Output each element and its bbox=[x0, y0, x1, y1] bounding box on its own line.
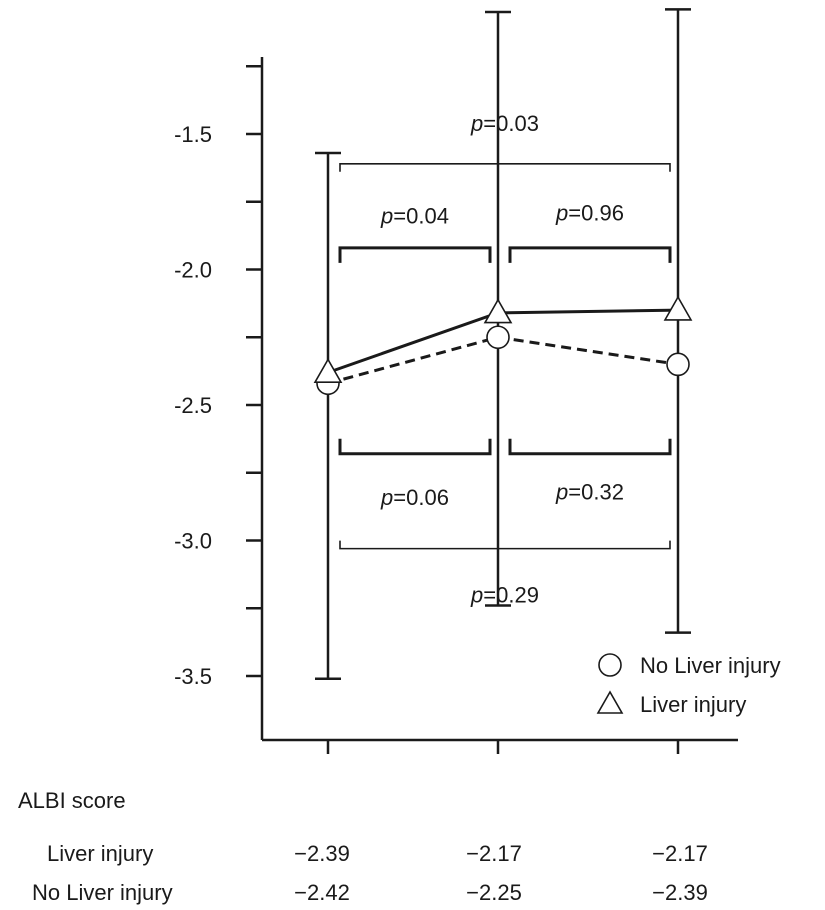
data-point-triangle bbox=[483, 298, 513, 324]
cell-no-liver-injury-6weeks: −2.39 bbox=[652, 880, 708, 905]
comparison-bracket bbox=[339, 540, 671, 550]
y-tick-label: -1.5 bbox=[174, 122, 212, 147]
row-label-liver-injury: Liver injury bbox=[47, 841, 154, 866]
legend: No Liver injury Liver injury bbox=[596, 653, 781, 717]
comparison-bracket bbox=[338, 246, 492, 263]
y-ticks: -1.5 -2.0 -2.5 -3.0 -3.5 bbox=[174, 65, 262, 689]
p-value-label: p=0.04 bbox=[380, 203, 449, 228]
data-point-circle bbox=[666, 352, 690, 377]
cell-liver-injury-3weeks: −2.17 bbox=[466, 841, 522, 866]
series-markers bbox=[313, 295, 693, 396]
row-label-no-liver-injury: No Liver injury bbox=[32, 880, 173, 905]
axes bbox=[260, 57, 738, 742]
comparison-bracket bbox=[338, 438, 492, 456]
y-tick-label: -2.0 bbox=[174, 258, 212, 283]
y-tick-label: -3.5 bbox=[174, 664, 212, 689]
legend-circle-icon bbox=[598, 653, 622, 677]
cell-no-liver-injury-baseline: −2.42 bbox=[294, 880, 350, 905]
y-tick-label: -3.0 bbox=[174, 529, 212, 554]
cell-liver-injury-baseline: −2.39 bbox=[294, 841, 350, 866]
comparison-brackets: p=0.03 p=0.04 p=0.96 p=0.06 p=0.32 p=0.29 bbox=[338, 111, 672, 608]
comparison-bracket bbox=[339, 163, 671, 172]
albi-chart: -1.5 -2.0 -2.5 -3.0 -3.5 baseline3 weeks6wee… bbox=[174, 8, 781, 754]
data-point-circle bbox=[486, 325, 510, 350]
p-value-label: p=0.96 bbox=[555, 201, 624, 226]
legend-triangle-icon bbox=[596, 690, 624, 714]
table-header: ALBI score bbox=[18, 788, 126, 813]
comparison-bracket bbox=[508, 246, 672, 263]
cell-no-liver-injury-3weeks: −2.25 bbox=[466, 880, 522, 905]
p-value-label: p=0.03 bbox=[470, 111, 539, 136]
p-value-label: p=0.32 bbox=[555, 480, 624, 505]
error-bars bbox=[315, 8, 691, 680]
data-point-triangle bbox=[313, 357, 343, 384]
comparison-bracket bbox=[508, 438, 672, 456]
data-point-triangle bbox=[663, 295, 693, 321]
cell-liver-injury-6weeks: −2.17 bbox=[652, 841, 708, 866]
p-value-label: p=0.29 bbox=[470, 583, 539, 608]
legend-label: No Liver injury bbox=[640, 653, 781, 678]
p-value-label: p=0.06 bbox=[380, 485, 449, 510]
legend-label: Liver injury bbox=[640, 692, 746, 717]
x-ticks: baseline3 weeks6weeks bbox=[326, 740, 680, 754]
y-tick-label: -2.5 bbox=[174, 393, 212, 418]
